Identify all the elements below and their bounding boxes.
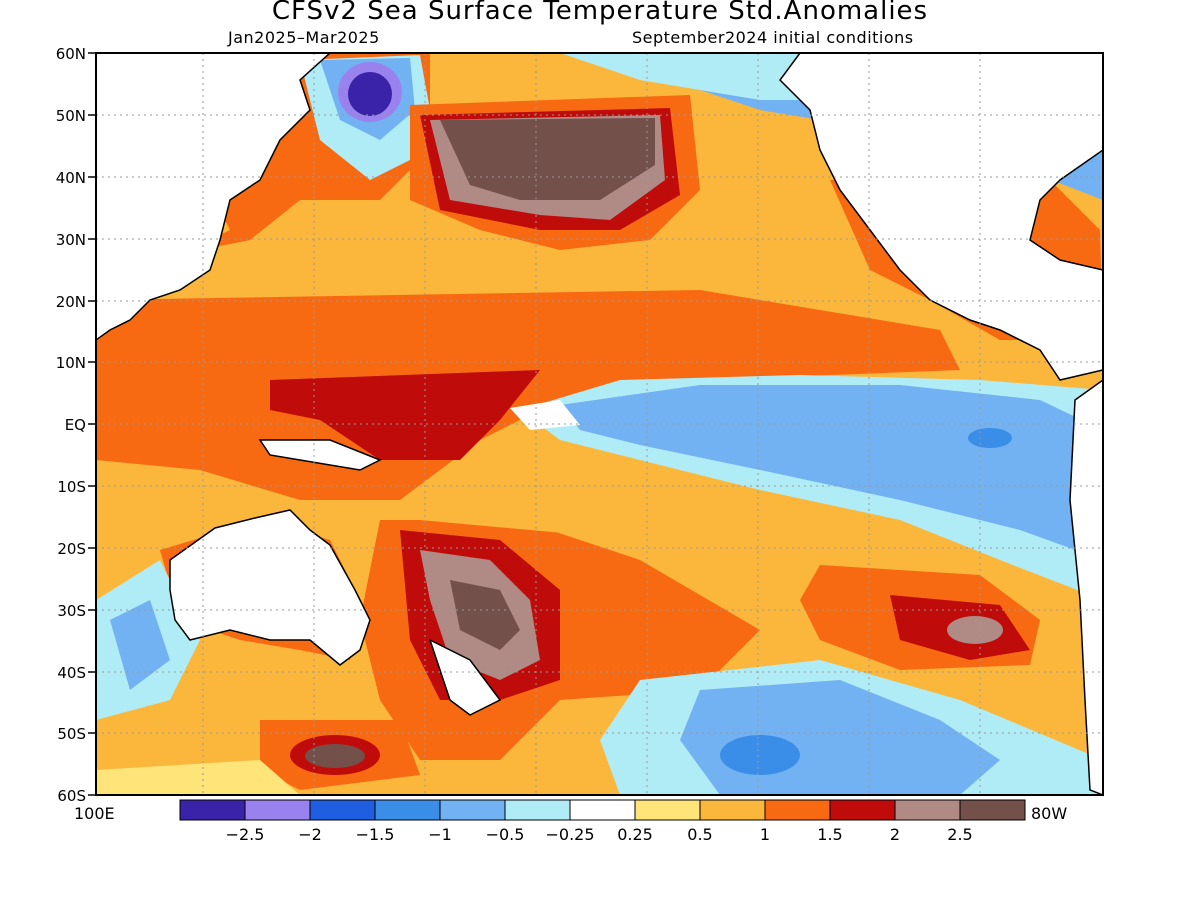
colorbar-swatch [634,799,701,821]
lat-label: 50S [57,725,86,743]
lat-label: 50N [55,107,86,125]
initial-conditions: September2024 initial conditions [632,28,914,47]
lon-label-left: 100E [74,804,115,823]
new-guinea-land [258,439,382,471]
bering-cool [560,53,820,100]
colorbar-swatch [569,799,636,821]
kuril-cold-center [348,72,392,116]
colorbar-tick-label: 2.5 [947,825,973,844]
colorbar-swatch [244,799,311,821]
lat-label: 20S [57,540,86,558]
lat-label: 30N [55,231,86,249]
south-tropical-orange [420,510,1000,565]
southern-blue-core [720,735,800,775]
colorbar-swatch [959,799,1026,821]
colorbar-swatch [764,799,831,821]
colorbar-tick-label: −1.5 [355,825,395,844]
coastlines [96,53,1103,795]
colorbar-tick-label: 2 [889,825,901,844]
lat-label: 40N [55,169,86,187]
south-america-land [1069,379,1103,795]
colorbar-tick-label: −0.5 [485,825,525,844]
lat-label: EQ [64,416,86,434]
colorbar-tick-label: 1.5 [817,825,843,844]
colorbar-tick-label: −2.5 [225,825,265,844]
new-zealand-land [428,638,502,716]
colorbar-tick-label: 1 [759,825,771,844]
se-pacific-pink [947,616,1003,644]
colorbar-swatch [374,799,441,821]
colorbar-tick-label: −1 [428,825,452,844]
sw-yellow [96,760,300,795]
map-title: CFSv2 Sea Surface Temperature Std.Anomal… [271,0,929,26]
colorbar-swatch [894,799,961,821]
colorbar-swatch [309,799,376,821]
colorbar-swatch [504,799,571,821]
lat-label: 10S [57,478,86,496]
colorbar-tick-label: 0.25 [617,825,653,844]
blob-core [440,118,655,200]
lat-label: 60S [57,787,86,805]
lat-label: 20N [55,293,86,311]
indian-ocean-blue [110,600,170,690]
colorbar-swatch [829,799,896,821]
warm-pool-red [270,370,540,460]
south-australia-core [305,744,365,768]
anomaly-field [96,53,1103,795]
colorbar-swatch [439,799,506,821]
colorbar-tick-label: 0.5 [687,825,713,844]
forecast-period: Jan2025–Mar2025 [228,28,380,47]
cold-tongue-edge [510,400,580,430]
asia-land [96,53,332,341]
lon-label-right: 80W [1031,804,1068,823]
gridlines [96,53,1103,795]
australia-land [169,509,371,666]
lat-label: 40S [57,664,86,682]
colorbar-swatch [699,799,766,821]
tasman-core [450,580,520,650]
lat-label: 60N [55,45,86,63]
lat-ticks [88,52,96,796]
north-america-land [779,53,1103,381]
colorbar [179,799,1026,821]
cold-tongue [560,385,1103,560]
lat-label: 30S [57,602,86,620]
colorbar-swatch [179,799,246,821]
cold-tongue-core [968,428,1012,448]
colorbar-tick-label: −2 [298,825,322,844]
lat-label: 10N [55,354,86,372]
colorbar-tick-label: −0.25 [545,825,595,844]
